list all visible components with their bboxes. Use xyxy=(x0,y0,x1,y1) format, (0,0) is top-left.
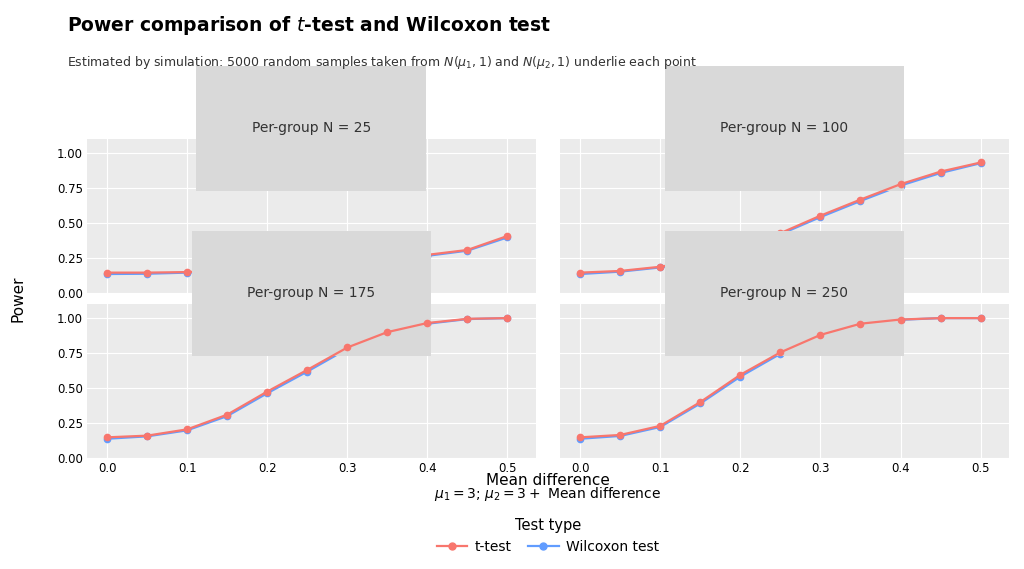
Text: Estimated by simulation: 5000 random samples taken from $N(\mu_1, 1)$ and $N(\mu: Estimated by simulation: 5000 random sam… xyxy=(67,54,696,71)
Text: Mean difference: Mean difference xyxy=(486,473,609,488)
Title: Per-group N = 175: Per-group N = 175 xyxy=(247,286,376,300)
Text: Power: Power xyxy=(11,275,26,322)
Text: Power comparison of $\it{t}$-test and Wilcoxon test: Power comparison of $\it{t}$-test and Wi… xyxy=(67,14,551,37)
Text: $\mu_1 = 3$; $\mu_2 = 3 +$ Mean difference: $\mu_1 = 3$; $\mu_2 = 3 +$ Mean differen… xyxy=(434,485,662,503)
Title: Per-group N = 25: Per-group N = 25 xyxy=(252,121,371,135)
Legend: t-test, Wilcoxon test: t-test, Wilcoxon test xyxy=(431,512,665,559)
Title: Per-group N = 100: Per-group N = 100 xyxy=(720,121,849,135)
Title: Per-group N = 250: Per-group N = 250 xyxy=(721,286,849,300)
